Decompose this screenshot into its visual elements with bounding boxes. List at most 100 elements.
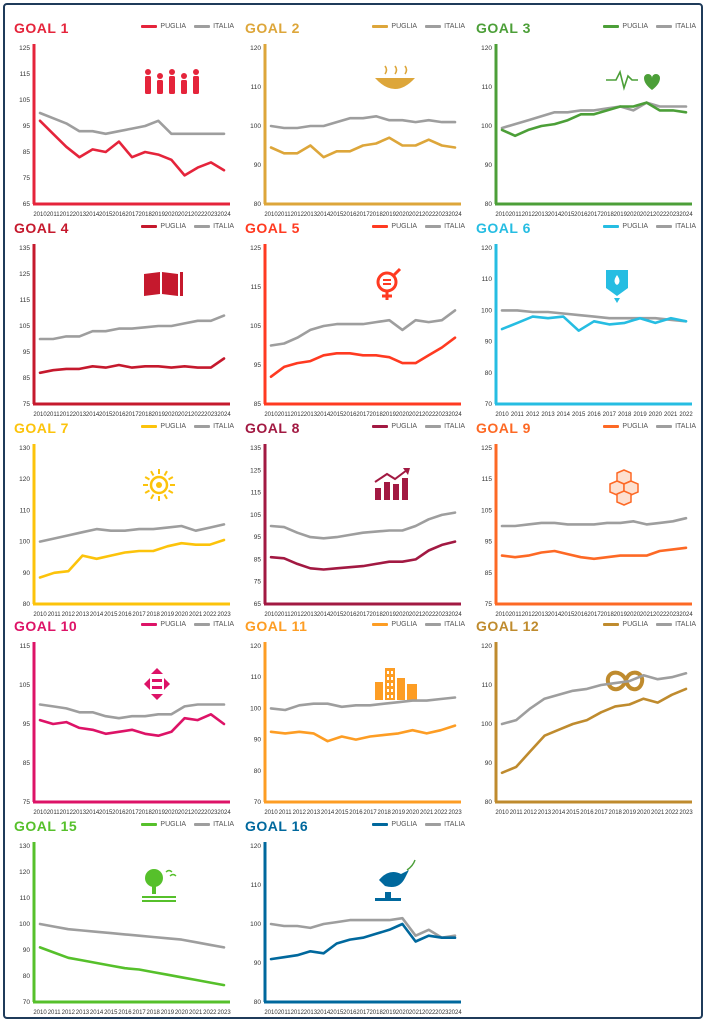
data-point (501, 129, 503, 131)
x-tick-label: 2017 (125, 810, 139, 816)
data-point (81, 959, 84, 962)
data-point (209, 366, 212, 369)
data-point (91, 148, 94, 151)
data-point (65, 335, 68, 338)
y-tick-label: 80 (23, 601, 31, 608)
data-point (454, 121, 456, 123)
data-point (427, 354, 430, 357)
series-line-italia (500, 671, 688, 726)
x-tick-label: 2010 (33, 810, 47, 816)
data-point (579, 556, 582, 559)
data-point (335, 567, 338, 570)
data-point (296, 954, 299, 957)
x-tick-label: 2016 (343, 412, 357, 418)
x-tick-label: 2020 (396, 612, 410, 618)
data-point (138, 550, 140, 552)
data-point (183, 365, 186, 368)
legend-label: PUGLIA (391, 223, 418, 230)
data-point (194, 979, 197, 981)
x-tick-label: 2023 (435, 1010, 449, 1016)
data-point (283, 127, 286, 129)
data-point (183, 322, 186, 325)
data-point (440, 513, 443, 516)
chart-title: GOAL 10 (14, 618, 78, 634)
data-point (144, 732, 147, 735)
data-point (658, 521, 661, 524)
data-point (645, 101, 648, 104)
data-point (78, 156, 81, 159)
chart-title: GOAL 5 (245, 220, 300, 236)
data-point (223, 523, 225, 526)
chart-title: GOAL 2 (245, 20, 300, 36)
data-point (335, 942, 338, 945)
data-point (322, 156, 325, 159)
legend-label: PUGLIA (391, 821, 418, 828)
data-point (401, 529, 404, 532)
x-tick-label: 2022 (422, 412, 436, 418)
x-tick-label: 2012 (293, 810, 307, 816)
x-tick-label: 2022 (422, 212, 436, 218)
x-tick-label: 2015 (330, 412, 344, 418)
x-tick-label: 2017 (356, 212, 370, 218)
x-tick-label: 2020 (627, 612, 641, 618)
x-tick-label: 2019 (152, 412, 166, 418)
legend-swatch (141, 225, 158, 228)
data-point (270, 375, 272, 378)
data-point (296, 925, 299, 927)
data-point (166, 545, 169, 548)
legend-item: PUGLIA (141, 23, 186, 30)
data-point (440, 319, 443, 322)
data-point (593, 109, 595, 112)
data-point (223, 132, 225, 135)
x-tick-label: 2023 (666, 212, 680, 218)
data-point (109, 932, 112, 934)
data-point (348, 323, 351, 325)
data-point (619, 554, 622, 557)
x-tick-label: 2016 (343, 212, 357, 218)
data-point (309, 927, 312, 929)
data-point (388, 928, 391, 931)
data-point (440, 346, 443, 349)
x-tick-label: 2016 (349, 810, 363, 816)
data-point (170, 730, 173, 733)
heartbeat-icon (606, 69, 660, 91)
x-tick-label: 2017 (132, 1010, 146, 1016)
chart-title: GOAL 3 (476, 20, 531, 36)
data-point (104, 366, 107, 369)
x-tick-label: 2021 (664, 412, 678, 418)
data-point (223, 946, 225, 949)
x-tick-label: 2015 (330, 612, 344, 618)
y-tick-label: 115 (251, 490, 262, 497)
x-tick-label: 2012 (526, 412, 540, 418)
y-tick-label: 105 (19, 323, 30, 330)
data-point (223, 984, 225, 986)
x-tick-label: 2024 (448, 212, 462, 218)
data-point (577, 314, 580, 316)
data-point (388, 136, 391, 139)
data-point (427, 928, 430, 931)
x-tick-label: 2019 (383, 412, 397, 418)
equality-icon (144, 668, 170, 700)
data-point (553, 550, 556, 552)
y-tick-label: 120 (250, 45, 261, 52)
x-tick-label: 2019 (152, 810, 166, 816)
series-line-puglia (269, 336, 457, 378)
data-point (514, 123, 517, 125)
y-tick-label: 120 (19, 869, 30, 876)
data-point (516, 309, 519, 312)
x-tick-label: 2013 (73, 810, 87, 816)
data-point (131, 127, 133, 130)
y-tick-label: 105 (19, 97, 30, 104)
x-tick-label: 2010 (33, 1010, 47, 1016)
y-tick-label: 100 (481, 123, 492, 130)
x-tick-label: 2019 (614, 212, 628, 218)
data-point (348, 566, 351, 569)
people-icon (145, 69, 199, 94)
data-point (194, 529, 197, 532)
legend-label: PUGLIA (622, 621, 649, 628)
x-tick-label: 2010 (495, 612, 509, 618)
x-tick-label: 2012 (291, 412, 305, 418)
data-point (166, 526, 169, 529)
data-point (348, 117, 351, 120)
